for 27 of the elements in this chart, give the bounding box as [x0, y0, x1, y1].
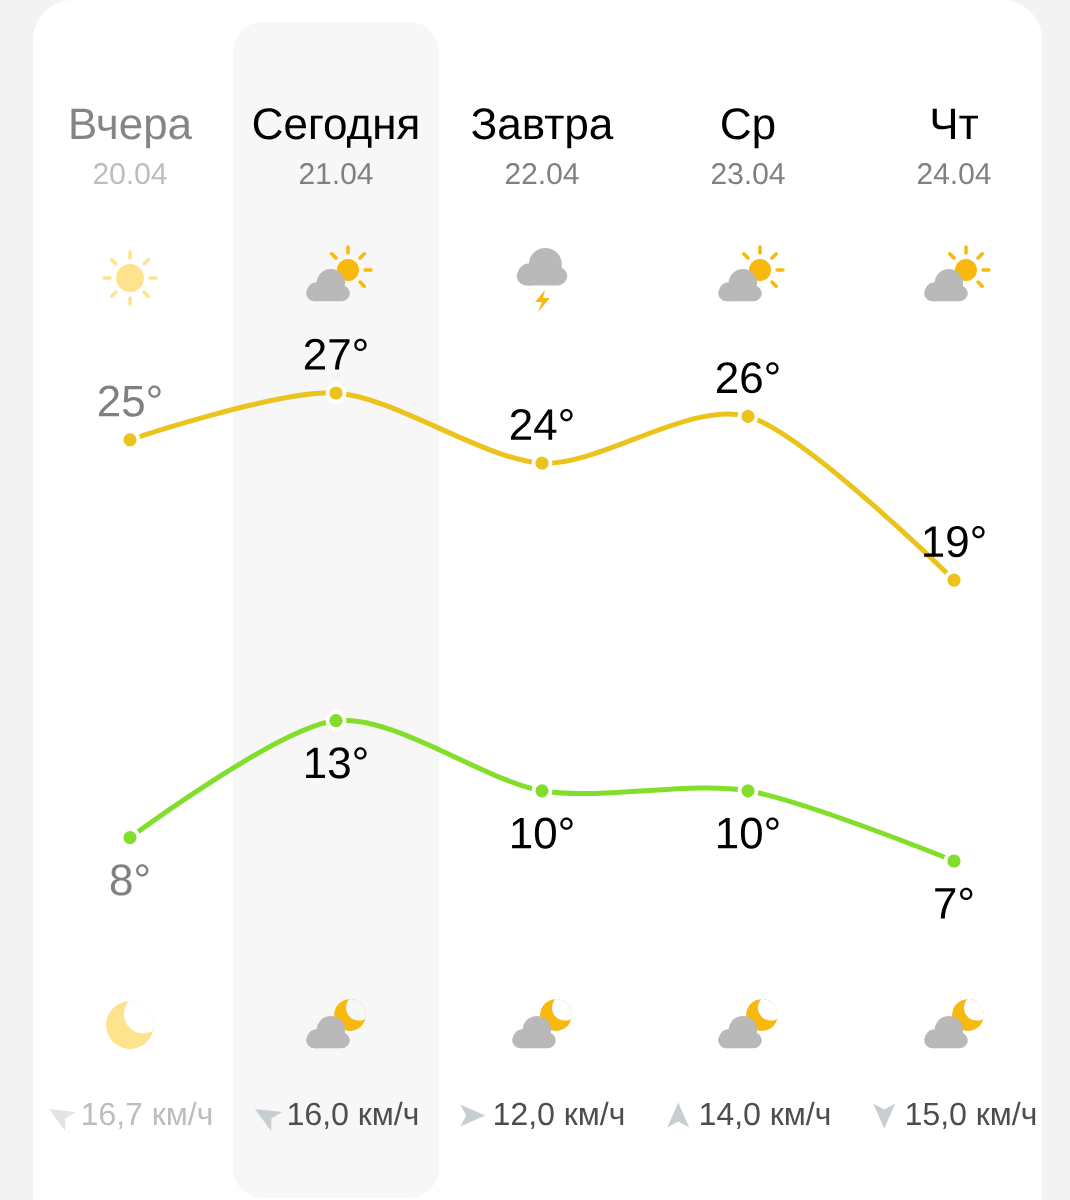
text: 14,0 км/ч [701, 1101, 830, 1130]
x-tick-label: Ср [722, 108, 775, 149]
data-label: 10° [512, 817, 573, 849]
text: 15,0 км/ч [907, 1101, 1036, 1130]
x-tick-label: Чт [932, 108, 979, 139]
data-label: 26° [716, 362, 779, 394]
x-tick-label: Вчера [71, 108, 193, 149]
point [325, 710, 347, 731]
data-label: 27° [304, 338, 367, 370]
x2-tick-label: 20.04 [93, 163, 167, 185]
data-label: 25° [98, 385, 161, 417]
text: 16,7 км/ч [83, 1101, 212, 1130]
data-label: 19° [924, 525, 985, 558]
point [325, 382, 347, 404]
x2-tick-label: 22.04 [505, 163, 579, 185]
data-label: 8° [110, 864, 149, 896]
text: 16,0 км/ч [289, 1101, 418, 1130]
x-tick-label: Завтра [472, 108, 614, 149]
x-tick-label: Сегодня [253, 108, 418, 148]
data-label: 13° [306, 747, 367, 779]
x2-tick-label: 24.04 [917, 163, 991, 185]
data-label: 24° [510, 408, 573, 440]
text: 12,0 км/ч [495, 1101, 624, 1130]
x2-tick-label: 23.04 [711, 163, 785, 185]
x2-tick-label: 21.04 [299, 163, 373, 185]
data-label: 10° [718, 817, 779, 849]
data-label: 7° [935, 887, 973, 919]
